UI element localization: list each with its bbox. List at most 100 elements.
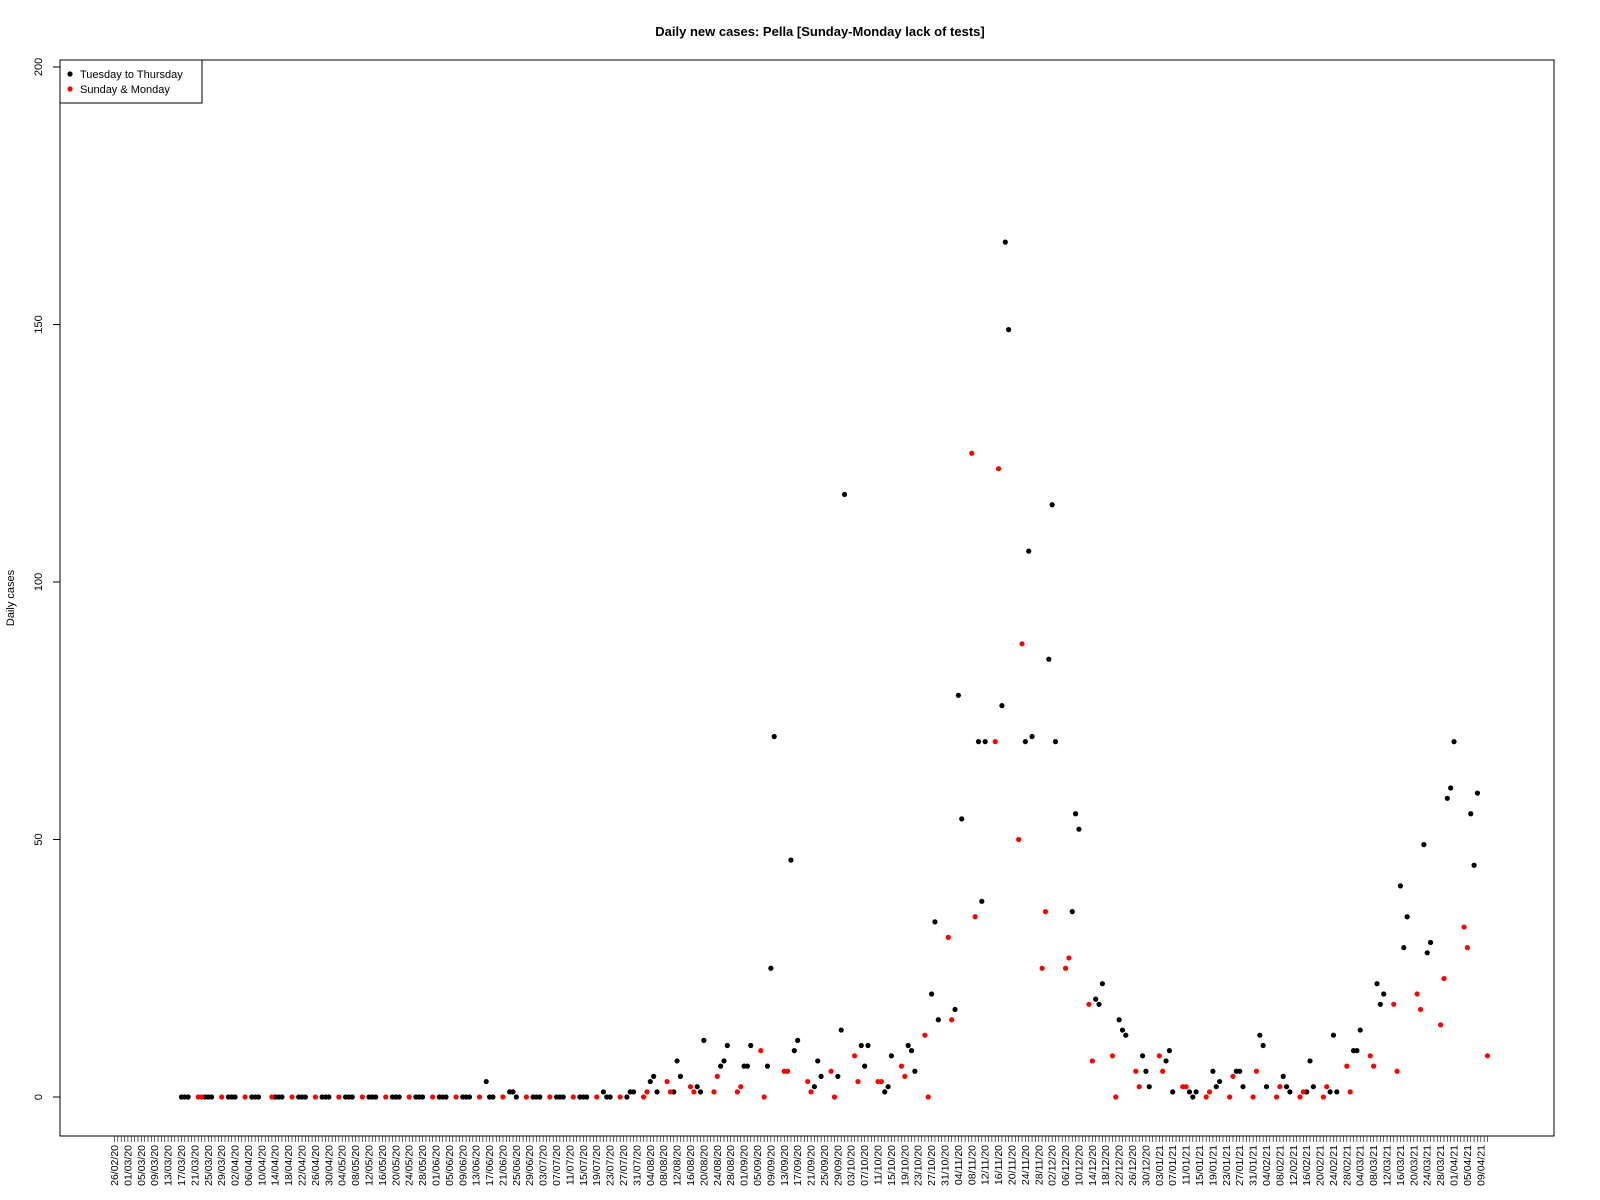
x-tick-label: 06/04/20 <box>243 1145 255 1186</box>
data-point <box>1404 914 1410 920</box>
x-tick-label: 24/03/21 <box>1422 1145 1434 1186</box>
x-tick-label: 21/06/20 <box>497 1145 509 1186</box>
data-point <box>955 692 961 698</box>
data-point <box>912 1068 918 1074</box>
data-point <box>209 1094 215 1100</box>
data-point <box>949 1017 955 1023</box>
data-point <box>312 1094 319 1100</box>
x-tick-label: 17/09/20 <box>792 1145 804 1186</box>
data-point <box>738 1084 744 1090</box>
data-point <box>1022 739 1028 745</box>
data-point <box>828 1068 834 1074</box>
data-point <box>922 1032 928 1038</box>
data-point <box>888 1053 895 1059</box>
data-point <box>1484 1053 1491 1059</box>
data-point <box>513 1094 519 1100</box>
data-point <box>1190 1094 1196 1100</box>
x-tick-label: 17/06/20 <box>484 1145 496 1186</box>
data-point <box>1451 739 1457 745</box>
data-point <box>269 1094 275 1100</box>
data-point <box>1146 1084 1152 1090</box>
data-point <box>1471 862 1477 868</box>
x-tick-label: 10/04/20 <box>256 1145 268 1186</box>
data-point <box>982 739 988 745</box>
data-point <box>791 1048 797 1054</box>
data-point <box>795 1037 801 1043</box>
data-point <box>1297 1094 1303 1100</box>
data-point <box>1099 981 1105 987</box>
data-point <box>972 914 978 920</box>
data-point <box>932 919 938 925</box>
x-tick-label: 06/12/20 <box>1060 1145 1072 1186</box>
data-point <box>1347 1089 1353 1095</box>
x-tick-label: 12/03/21 <box>1382 1145 1394 1186</box>
x-tick-label: 11/07/20 <box>564 1145 576 1185</box>
data-point <box>1069 909 1075 915</box>
x-tick-label: 04/08/20 <box>645 1145 657 1186</box>
x-tick-label: 26/04/20 <box>310 1145 322 1186</box>
data-point <box>570 1094 576 1100</box>
data-point <box>1283 1084 1290 1090</box>
x-tick-label: 23/10/20 <box>913 1145 925 1186</box>
data-point <box>383 1094 389 1100</box>
x-tick-label: 20/05/20 <box>390 1145 402 1186</box>
data-point <box>630 1089 637 1095</box>
data-point <box>1417 1006 1424 1013</box>
data-point <box>406 1094 412 1100</box>
data-point <box>232 1094 238 1100</box>
data-point <box>674 1058 680 1064</box>
x-tick-label: 04/03/21 <box>1355 1145 1367 1186</box>
x-tick-label: 16/05/20 <box>377 1145 389 1186</box>
x-tick-label: 23/07/20 <box>605 1145 617 1186</box>
x-tick-label: 16/02/21 <box>1301 1145 1313 1186</box>
x-tick-label: 11/10/20 <box>873 1145 885 1185</box>
x-tick-label: 20/02/21 <box>1315 1145 1327 1186</box>
data-point <box>785 1068 791 1074</box>
y-axis: 0 50 100 150 200 <box>33 58 61 1100</box>
x-tick-label: 23/01/21 <box>1221 1145 1233 1186</box>
data-point <box>600 1089 607 1095</box>
data-point <box>1109 1053 1116 1059</box>
x-tick-label: 08/05/20 <box>350 1145 362 1186</box>
data-point <box>768 965 774 971</box>
data-point <box>945 934 951 940</box>
data-point <box>701 1037 707 1043</box>
data-point <box>1186 1089 1193 1095</box>
data-point <box>1073 811 1079 817</box>
data-point <box>885 1084 891 1090</box>
data-point <box>1052 739 1059 745</box>
data-point <box>1391 1001 1397 1007</box>
data-point <box>1427 939 1434 946</box>
data-point <box>1381 991 1387 997</box>
data-point <box>1461 924 1467 930</box>
data-point <box>667 1089 674 1095</box>
data-point <box>289 1094 295 1100</box>
data-point <box>935 1017 941 1023</box>
data-point <box>1394 1068 1400 1074</box>
x-tick-label: 05/03/20 <box>136 1145 148 1186</box>
data-point <box>255 1094 262 1100</box>
data-point <box>925 1094 931 1100</box>
data-point <box>714 1073 720 1079</box>
data-point <box>1046 656 1052 662</box>
data-point <box>1273 1094 1280 1100</box>
x-tick-label: 25/09/20 <box>819 1145 831 1186</box>
data-point <box>453 1094 459 1100</box>
data-point <box>1257 1032 1263 1038</box>
x-tick-label: 29/03/20 <box>216 1145 228 1186</box>
data-point <box>764 1063 771 1069</box>
data-point <box>999 703 1005 709</box>
data-point <box>1240 1084 1246 1090</box>
legend-marker-sunday-monday <box>67 86 73 92</box>
x-tick-label: 04/11/20 <box>953 1145 965 1185</box>
x-tick-label: 05/09/20 <box>752 1145 764 1186</box>
x-tick-label: 09/06/20 <box>457 1145 469 1186</box>
data-point <box>242 1094 248 1100</box>
x-tick-label: 26/12/20 <box>1127 1145 1139 1186</box>
legend: Tuesday to Thursday Sunday & Monday <box>59 59 203 104</box>
data-point <box>1042 909 1049 915</box>
data-point <box>694 1084 700 1090</box>
data-point <box>687 1084 694 1090</box>
data-point <box>865 1042 871 1049</box>
data-point <box>838 1027 844 1033</box>
